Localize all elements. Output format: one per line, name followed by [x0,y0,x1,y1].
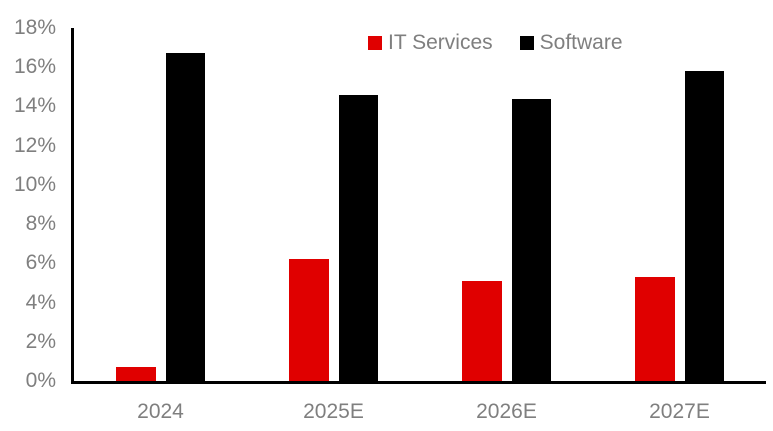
legend-swatch-it-services [368,36,382,50]
chart-legend: IT Services Software [368,31,623,55]
legend-label-software: Software [539,31,623,54]
x-axis-label-2024: 2024 [137,400,184,423]
y-tick-label-2: 2% [25,329,56,353]
y-tick-label-4: 4% [25,290,56,314]
x-axis-label-2026e: 2026E [476,400,537,423]
plot-area [71,28,766,384]
bar-it-services-2025e [289,259,329,381]
bar-software-2025e [339,94,378,381]
bar-software-2024 [166,53,205,381]
legend-item-software: Software [519,31,623,55]
bar-software-2027e [685,71,724,381]
bar-software-2026e [512,98,551,381]
bar-it-services-2024 [116,367,156,381]
legend-swatch-software [519,36,534,50]
y-tick-label-16: 16% [13,55,56,79]
x-axis-label-2025e: 2025E [303,400,364,423]
legend-label-it-services: IT Services [388,31,493,54]
x-axis-label-2027e: 2027E [649,400,710,423]
legend-item-it-services: IT Services [368,31,493,55]
y-tick-label-8: 8% [25,212,56,236]
y-tick-label-12: 12% [13,133,56,157]
y-tick-label-18: 18% [13,16,56,39]
y-tick-label-6: 6% [25,251,56,275]
y-tick-label-0: 0% [25,369,56,392]
y-tick-label-14: 14% [13,94,56,118]
bar-it-services-2026e [462,280,502,381]
y-tick-label-10: 10% [13,172,56,196]
bar-it-services-2027e [635,277,675,381]
